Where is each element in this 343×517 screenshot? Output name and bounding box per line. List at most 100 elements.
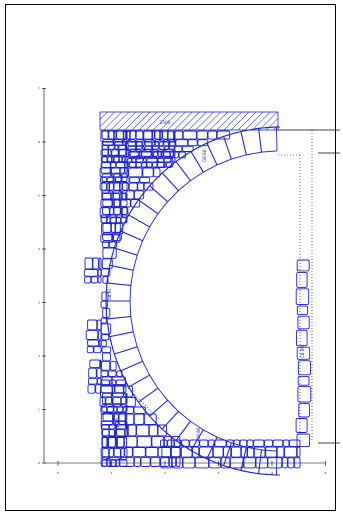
masonry-stone	[143, 130, 153, 142]
masonry-stone	[265, 446, 278, 458]
masonry-stone	[128, 167, 143, 178]
masonry-stone	[107, 156, 114, 163]
y-tick-label: 2	[38, 354, 40, 358]
masonry-stone	[101, 447, 110, 460]
masonry-stone	[296, 271, 308, 288]
masonry-stone	[100, 234, 114, 243]
masonry-stone	[296, 346, 311, 360]
masonry-stone	[212, 446, 224, 458]
masonry-stone	[99, 167, 112, 178]
masonry-stone	[89, 359, 101, 369]
y-tick-label: 6	[38, 140, 40, 144]
masonry-stone	[120, 199, 131, 208]
masonry-stone	[130, 199, 141, 208]
masonry-stone	[255, 457, 268, 469]
masonry-stone	[175, 456, 181, 467]
masonry-stone	[100, 149, 112, 157]
masonry-stone	[101, 346, 112, 354]
masonry-stone	[100, 300, 108, 309]
x-tick-label: 1	[111, 471, 113, 475]
masonry-stone	[131, 156, 144, 163]
masonry-stone	[253, 446, 266, 458]
masonry-stone	[86, 346, 94, 354]
masonry-stone	[107, 370, 117, 377]
masonry-stone	[163, 149, 174, 157]
masonry-stone	[102, 199, 113, 207]
masonry-stone	[264, 439, 273, 447]
masonry-stone	[95, 384, 102, 394]
masonry-stone	[101, 360, 111, 371]
masonry-stone	[294, 457, 301, 469]
masonry-stone	[182, 130, 197, 140]
masonry-stone	[112, 396, 122, 407]
drawing-frame	[5, 4, 336, 511]
masonry-stone	[287, 457, 295, 469]
masonry-stone	[100, 456, 108, 467]
masonry-stone	[220, 457, 231, 469]
masonry-stone	[100, 130, 115, 142]
masonry-stone	[174, 439, 182, 447]
masonry-stone	[99, 207, 110, 218]
masonry-stone	[98, 257, 102, 270]
stone-tag-3: CB 89	[300, 346, 305, 358]
masonry-stone	[102, 222, 112, 233]
masonry-stone	[101, 190, 114, 200]
masonry-stone	[84, 276, 92, 284]
y-axis-ticks: 0 1 2 3 4 5 6 7	[38, 87, 46, 465]
masonry-stone	[100, 413, 114, 425]
masonry-stone	[125, 392, 128, 405]
masonry-stone	[123, 130, 131, 142]
masonry-stone	[92, 257, 99, 270]
masonry-stone	[101, 392, 112, 405]
masonry-stone	[97, 377, 102, 385]
reference-lines	[278, 129, 340, 444]
masonry-stone	[151, 149, 159, 157]
masonry-stone	[281, 457, 288, 469]
masonry-stone	[125, 141, 137, 150]
masonry-stone	[129, 149, 142, 157]
masonry-stone	[141, 149, 152, 157]
masonry-stone	[194, 457, 210, 469]
x-tick-label: 0	[57, 471, 59, 475]
arch-extrados	[105, 126, 281, 476]
masonry-stone	[101, 141, 115, 150]
masonry-stone	[112, 190, 123, 200]
masonry-stone	[100, 447, 114, 458]
masonry-stone	[101, 435, 108, 448]
masonry-stone	[150, 456, 161, 467]
masonry-stone	[110, 217, 121, 224]
masonry-stone	[97, 329, 102, 340]
masonry-stone	[192, 446, 200, 458]
masonry-stone	[115, 176, 122, 183]
masonry-stone	[148, 424, 158, 437]
masonry-stone	[196, 130, 208, 140]
masonry-stone	[107, 435, 116, 448]
masonry-stone	[127, 424, 137, 437]
masonry-stone	[100, 317, 107, 324]
masonry-stone	[113, 182, 123, 191]
arch-voussoirs	[105, 126, 281, 476]
masonry-stone	[83, 269, 99, 277]
masonry-stone	[100, 199, 115, 208]
masonry-stone	[136, 141, 143, 150]
masonry-stone	[98, 339, 102, 347]
masonry-stone	[106, 406, 118, 414]
masonry-stone	[132, 447, 146, 458]
masonry-stone	[247, 446, 255, 458]
masonry-stone	[101, 130, 109, 140]
masonry-stone	[159, 130, 168, 142]
masonry-stone	[182, 145, 194, 152]
masonry-stone	[124, 429, 128, 438]
masonry-stone	[296, 433, 311, 448]
masonry-stone	[106, 176, 116, 183]
masonry-stone	[88, 367, 97, 379]
masonry-stone	[142, 167, 154, 178]
masonry-stone	[133, 413, 145, 425]
masonry-stone	[246, 439, 254, 447]
masonry-stone	[223, 446, 232, 458]
x-tick-label: 3	[218, 471, 220, 475]
axes	[43, 88, 325, 464]
masonry-stone	[144, 139, 156, 147]
masonry-stone	[85, 329, 99, 340]
masonry-stone	[113, 403, 127, 413]
